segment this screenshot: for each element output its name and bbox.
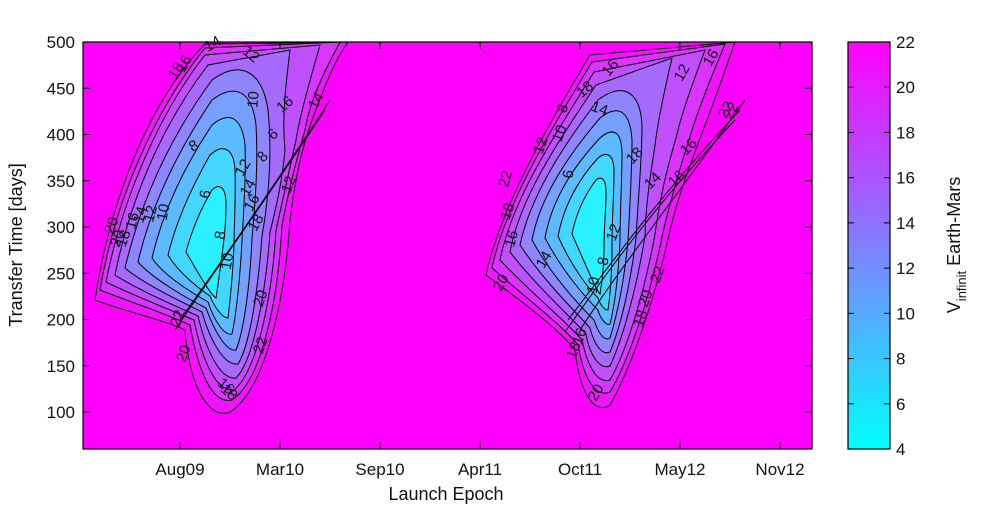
contour-label: 20 — [101, 215, 123, 236]
contour-label: 14 — [589, 98, 610, 120]
contour-band-6 — [571, 177, 607, 296]
colorbar-tick-label: 16 — [896, 169, 915, 188]
y-tick-label: 150 — [47, 357, 75, 376]
colorbar-gradient — [847, 41, 891, 450]
colorbar-tick-label: 18 — [896, 123, 915, 142]
contour-label: 16 — [700, 46, 723, 69]
y-tick-label: 450 — [47, 79, 75, 98]
contour-ridge-line — [179, 99, 331, 321]
contour-label: 20 — [173, 343, 195, 364]
colorbar-tick-label: 8 — [896, 350, 905, 369]
contour-label: 12 — [671, 61, 694, 84]
contour-label: 14 — [130, 205, 151, 226]
contour-label: 22 — [167, 308, 189, 329]
x-tick-label: Nov12 — [755, 460, 804, 479]
contour-label: 18 — [563, 340, 585, 361]
contour-label: 20 — [585, 381, 608, 404]
x-tick-label: May12 — [654, 460, 705, 479]
contour-label: 10 — [549, 123, 571, 144]
x-tick-label: Sep10 — [355, 460, 404, 479]
contour-label: 10 — [244, 91, 262, 109]
colorbar-tick-label: 12 — [896, 259, 915, 278]
y-tick-label: 200 — [47, 311, 75, 330]
x-tick-label: Oct11 — [558, 460, 602, 479]
x-tick-label: Aug09 — [155, 460, 204, 479]
colorbar: 4 6 8 10 12 14 16 18 20 22 Vinfinit Earth-Mars — [847, 33, 969, 459]
contour-label: 22 — [647, 264, 669, 285]
contour-label: 6 — [196, 189, 214, 200]
contour-label: 16 — [569, 326, 591, 347]
contour-label: 18 — [497, 201, 519, 222]
contour-label: 18 — [165, 59, 188, 82]
contour-label: 20 — [250, 288, 272, 309]
contour-label: 20 — [490, 271, 513, 294]
contour-label: 22 — [720, 99, 743, 122]
contour-ridge-line — [564, 119, 736, 333]
contour-label: 14 — [533, 248, 556, 271]
contour-label: 12 — [140, 204, 161, 225]
contour-ridge-line — [579, 99, 746, 331]
plot-frame — [82, 41, 813, 450]
x-axis-title: Launch Epoch — [388, 484, 503, 504]
contour-label: 14 — [237, 176, 260, 199]
y-tick-label: 250 — [47, 264, 75, 283]
contour-label: 8 — [594, 256, 612, 267]
contour-label: 18 — [245, 211, 268, 234]
contour-label: 20 — [635, 288, 657, 309]
contour-label: 12 — [232, 156, 255, 179]
y-axis-title: Transfer Time [days] — [6, 163, 26, 326]
contour-label: 12 — [278, 174, 300, 195]
y-tick-label: 500 — [47, 33, 75, 52]
contour-label: 10 — [154, 203, 174, 222]
contour-label: 16 — [241, 191, 264, 214]
contour-label: 10 — [584, 276, 604, 295]
contour-fills — [94, 42, 746, 414]
contour-label: 18 — [113, 228, 135, 249]
x-axis: Aug09 Mar10 Sep10 Apr11 Oct11 May12 Nov12 — [155, 42, 805, 479]
colorbar-ticks: 4 6 8 10 12 14 16 18 20 22 — [848, 33, 915, 459]
contour-label: 16 — [173, 52, 196, 75]
contour-label: 8 — [211, 230, 229, 241]
colorbar-tick-label: 22 — [896, 33, 915, 52]
contour-label: 6 — [559, 169, 577, 180]
x-tick-label: Mar10 — [256, 460, 304, 479]
contour-label: 12 — [530, 135, 552, 156]
contour-label: 14 — [201, 33, 224, 56]
contour-label: 20 — [107, 228, 129, 249]
colorbar-title: Vinfinit Earth-Mars — [944, 177, 969, 313]
contour-label: 12 — [603, 222, 625, 243]
contour-label: 14 — [305, 89, 328, 112]
contour-label: 16 — [122, 211, 143, 232]
y-tick-label: 100 — [47, 403, 75, 422]
contour-label: 18 — [630, 308, 652, 329]
colorbar-tick-label: 4 — [896, 440, 905, 459]
y-axis: 100 150 200 250 300 350 400 450 500 — [47, 33, 812, 422]
colorbar-tick-label: 6 — [896, 395, 905, 414]
y-tick-label: 300 — [47, 218, 75, 237]
contour-label: 10 — [218, 252, 238, 271]
x-tick-label: Apr11 — [458, 460, 502, 479]
colorbar-tick-label: 10 — [896, 304, 915, 323]
colorbar-tick-label: 14 — [896, 214, 915, 233]
contour-label: 16 — [501, 229, 522, 250]
y-tick-label: 350 — [47, 172, 75, 191]
contour-ridge-line — [174, 109, 326, 331]
contour-label: 22 — [495, 169, 516, 190]
colorbar-tick-label: 20 — [896, 78, 915, 97]
contour-ridge-line — [567, 109, 741, 321]
y-tick-label: 400 — [47, 126, 75, 145]
contour-label: 22 — [250, 335, 272, 356]
contour-label: 22 — [715, 98, 738, 121]
